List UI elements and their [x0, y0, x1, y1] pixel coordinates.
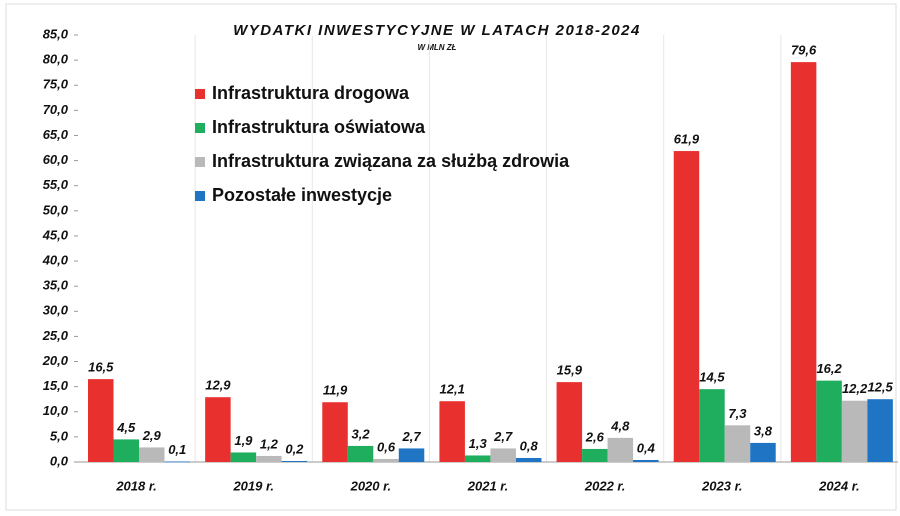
bar — [673, 151, 700, 463]
legend-label: Infrastruktura związana za służbą zdrowi… — [212, 151, 570, 171]
y-tick-label: 55,0 — [43, 177, 69, 192]
bar — [490, 448, 516, 462]
data-label: 0,8 — [520, 438, 539, 453]
data-label: 12,5 — [867, 380, 893, 395]
data-label: 7,3 — [728, 406, 747, 421]
data-label: 1,3 — [469, 436, 488, 451]
y-tick-label: 25,0 — [42, 328, 69, 343]
bar — [139, 447, 165, 462]
data-label: 16,5 — [88, 360, 114, 375]
bar — [398, 448, 425, 462]
bar — [841, 400, 868, 462]
bar — [230, 452, 257, 462]
y-tick-label: 80,0 — [43, 52, 69, 67]
bar — [347, 445, 374, 462]
bar — [373, 458, 399, 462]
y-tick-label: 5,0 — [50, 428, 69, 443]
y-tick-label: 20,0 — [42, 353, 69, 368]
bar — [256, 455, 282, 462]
data-label: 79,6 — [791, 43, 817, 58]
bar — [464, 455, 491, 462]
data-label: 2,6 — [585, 429, 605, 444]
data-label: 4,5 — [116, 420, 136, 435]
bar — [515, 457, 542, 462]
x-tick-label: 2021 r. — [467, 478, 509, 493]
legend-label: Pozostałe inwestycje — [212, 185, 392, 205]
y-tick-label: 40,0 — [42, 252, 69, 267]
legend-swatch — [195, 123, 205, 133]
data-label: 61,9 — [674, 131, 700, 146]
bar — [750, 442, 776, 462]
y-tick-label: 70,0 — [43, 102, 69, 117]
bar — [867, 399, 893, 462]
bar — [582, 448, 608, 462]
data-label: 3,2 — [351, 426, 370, 441]
legend-swatch — [195, 89, 205, 99]
bar — [724, 425, 751, 462]
bar — [205, 397, 231, 462]
y-tick-label: 75,0 — [43, 77, 69, 92]
data-label: 16,2 — [816, 361, 842, 376]
data-label: 15,9 — [557, 363, 583, 378]
data-label: 0,6 — [377, 439, 396, 454]
y-tick-label: 65,0 — [43, 127, 69, 142]
bar — [88, 379, 114, 462]
x-tick-label: 2020 r. — [350, 478, 392, 493]
y-tick-label: 35,0 — [43, 278, 69, 293]
bar — [113, 439, 139, 462]
data-label: 1,2 — [260, 436, 279, 451]
chart-title: WYDATKI INWESTYCYJNE W LATACH 2018-2024 — [233, 22, 641, 39]
bar — [790, 62, 817, 462]
legend-label: Infrastruktura oświatowa — [212, 117, 426, 137]
chart-border — [5, 3, 897, 511]
data-label: 1,9 — [234, 433, 253, 448]
y-tick-label: 30,0 — [43, 303, 69, 318]
bar — [816, 380, 842, 462]
legend-swatch — [195, 191, 205, 201]
bar — [439, 401, 465, 462]
bar — [699, 389, 725, 462]
chart-subtitle: W MLN ZŁ — [417, 43, 456, 52]
bar — [164, 461, 190, 463]
bar — [281, 460, 308, 462]
data-label: 12,1 — [440, 382, 465, 397]
x-tick-label: 2022 r. — [584, 478, 626, 493]
x-tick-label: 2018 r. — [115, 478, 157, 493]
bar — [322, 402, 348, 462]
data-label: 4,8 — [610, 418, 630, 433]
data-label: 0,2 — [285, 441, 304, 456]
data-label: 2,7 — [493, 429, 513, 444]
data-label: 2,9 — [142, 428, 162, 443]
data-label: 14,5 — [699, 370, 725, 385]
data-label: 12,2 — [842, 381, 868, 396]
bar — [607, 437, 634, 462]
y-tick-label: 15,0 — [43, 378, 69, 393]
y-tick-label: 85,0 — [43, 26, 69, 41]
data-label: 12,9 — [205, 378, 231, 393]
bar — [556, 382, 583, 462]
x-tick-label: 2019 r. — [232, 478, 274, 493]
y-tick-label: 0,0 — [50, 453, 69, 468]
data-label: 0,4 — [637, 440, 656, 455]
legend-swatch — [195, 157, 205, 167]
x-tick-label: 2024 r. — [818, 478, 860, 493]
data-label: 11,9 — [323, 383, 348, 398]
y-tick-label: 50,0 — [43, 202, 69, 217]
y-tick-label: 45,0 — [42, 227, 69, 242]
y-tick-label: 60,0 — [43, 152, 69, 167]
data-label: 0,1 — [168, 442, 186, 457]
y-tick-label: 10,0 — [43, 403, 69, 418]
data-label: 3,8 — [754, 423, 773, 438]
legend-label: Infrastruktura drogowa — [212, 83, 410, 103]
data-label: 2,7 — [401, 429, 421, 444]
x-tick-label: 2023 r. — [701, 478, 743, 493]
bar — [633, 459, 659, 462]
